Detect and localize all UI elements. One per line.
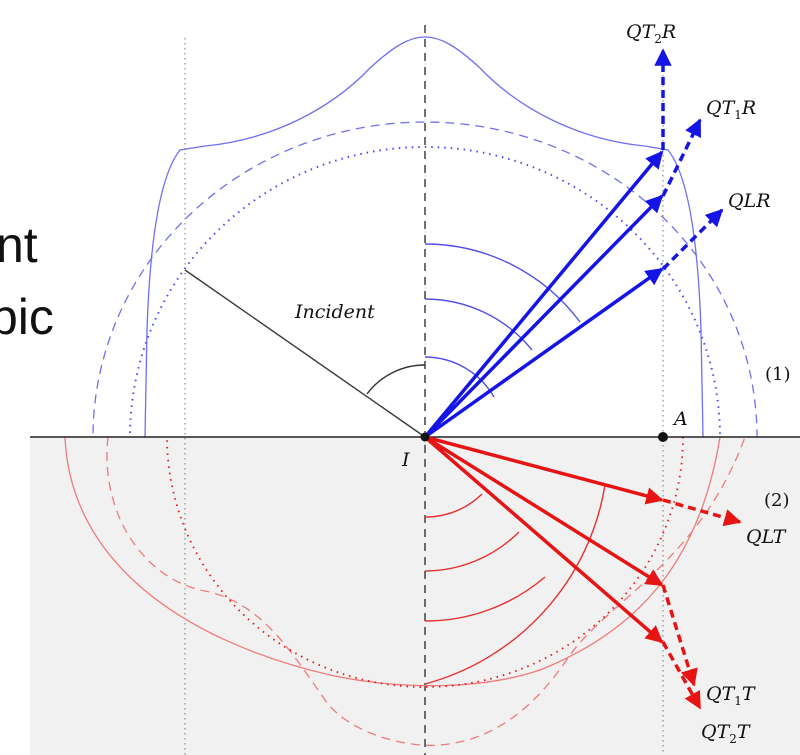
- label-incident: Incident: [294, 301, 375, 323]
- reflected-angle-arc-large: [424, 243, 581, 323]
- transmitted-qt2-ray: [423, 435, 664, 644]
- reflected-ql-ray: [423, 267, 664, 439]
- reflected-angle-arc-small: [424, 356, 495, 398]
- point-i-marker: [420, 432, 430, 442]
- incident-ray: [184, 269, 426, 438]
- lower-medium-region: [30, 437, 800, 755]
- slide-text-fragment-2: pic: [0, 289, 54, 345]
- transmitted-angle-arc-1: [424, 493, 483, 518]
- label-qt2r: QT2R: [626, 21, 676, 46]
- reflected-qt1-energy-arrow: [661, 118, 702, 197]
- label-qlt: QLT: [746, 526, 787, 548]
- transmitted-angle-arc-3: [424, 576, 546, 622]
- reflected-qt2-ray: [423, 150, 664, 439]
- label-medium-2: (2): [764, 490, 790, 511]
- point-a-marker: [658, 432, 668, 442]
- reflected-qt1-ray: [423, 194, 664, 439]
- reflected-qt2-slowness-curve: [144, 36, 704, 437]
- label-medium-1: (1): [765, 364, 791, 385]
- reflected-ql-energy-arrow: [661, 208, 724, 271]
- label-point-a: A: [672, 408, 688, 430]
- label-qt1r: QT1R: [706, 97, 756, 122]
- transmitted-qt1-ray: [424, 435, 664, 587]
- transmitted-angle-arc-4: [424, 484, 606, 685]
- transmitted-angle-arc-2: [424, 531, 520, 572]
- slide-text-fragment-1: nt: [0, 217, 38, 273]
- label-point-i: I: [401, 449, 410, 471]
- transmitted-qt2-slowness-curve: [106, 437, 746, 747]
- label-qlr: QLR: [728, 190, 771, 212]
- incident-angle-arc: [366, 364, 426, 395]
- transmitted-qt1-energy-arrow: [661, 584, 698, 687]
- label-qt2t: QT2T: [701, 721, 751, 746]
- transmitted-ql-energy-arrow: [662, 498, 742, 527]
- label-qt1t: QT1T: [706, 683, 756, 708]
- transmitted-ql-ray: [424, 435, 664, 505]
